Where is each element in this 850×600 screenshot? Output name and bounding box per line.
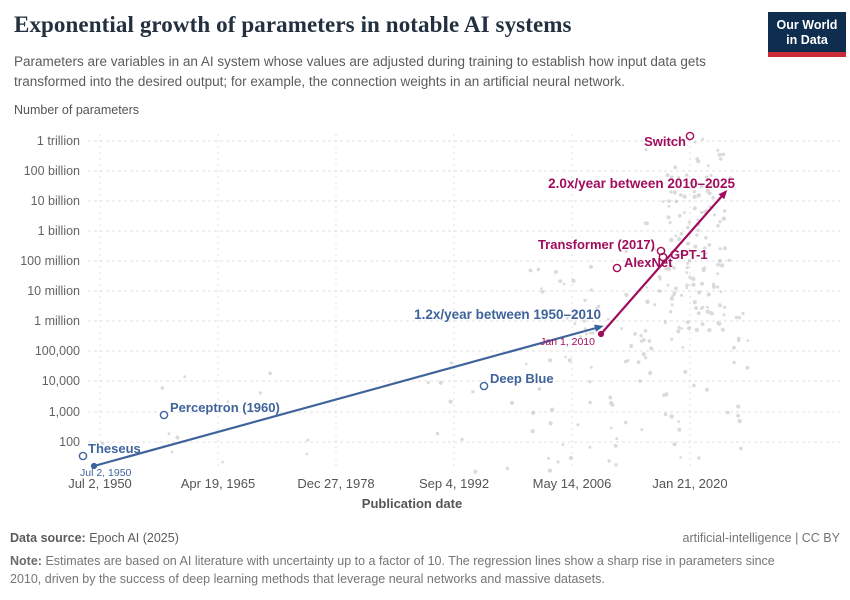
y-tick-label: 100: [59, 435, 80, 449]
note-label: Note:: [10, 554, 42, 568]
note-text: Estimates are based on AI literature wit…: [10, 554, 775, 587]
x-tick-label: Jul 2, 1950: [68, 476, 132, 491]
trend-label: 2.0x/year between 2010–2025: [548, 176, 735, 191]
data-point-ring-icon: [159, 410, 169, 420]
trend-line-blue: 1.2x/year between 1950–2010 Jul 2, 1950: [80, 307, 604, 479]
arrowhead-icon: [718, 189, 728, 200]
x-axis-title: Publication date: [362, 496, 462, 511]
owid-logo-line2: in Data: [786, 32, 828, 47]
y-tick-label: 10 billion: [31, 194, 80, 208]
point-gpt-1[interactable]: GPT-1: [658, 247, 708, 262]
trend-start-annotation: Jul 2, 1950: [80, 467, 132, 479]
y-tick-label: 100,000: [35, 344, 80, 358]
point-perceptron-1960[interactable]: Perceptron (1960): [159, 400, 280, 420]
chart-note: Note: Estimates are based on AI literatu…: [10, 552, 802, 588]
data-source-label: Data source:: [10, 531, 86, 545]
point-label: Transformer (2017): [538, 237, 655, 252]
x-tick-label: Dec 27, 1978: [297, 476, 374, 491]
point-label: Perceptron (1960): [170, 400, 280, 415]
data-point-ring-icon: [479, 381, 489, 391]
scatter-points: [100, 136, 750, 474]
data-point-ring-icon: [658, 252, 668, 262]
x-tick-label: Jan 21, 2020: [652, 476, 727, 491]
data-point-ring-icon: [685, 131, 695, 141]
point-label: AlexNet: [624, 255, 673, 270]
point-deep-blue[interactable]: Deep Blue: [479, 371, 554, 391]
trend-line-red: 2.0x/year between 2010–2025 Jan 1, 2010: [540, 176, 735, 348]
y-tick-label: 1 trillion: [37, 134, 80, 148]
license-badge[interactable]: artificial-intelligence | CC BY: [682, 531, 840, 545]
y-tick-label: 1 billion: [38, 224, 80, 238]
y-axis-title: Number of parameters: [14, 103, 140, 117]
x-tick-label: Apr 19, 1965: [181, 476, 255, 491]
x-tick-label: Sep 4, 1992: [419, 476, 489, 491]
trend-label: 1.2x/year between 1950–2010: [414, 307, 601, 322]
x-tick-label: May 14, 2006: [533, 476, 612, 491]
point-switch[interactable]: Switch: [644, 131, 695, 149]
chart-footer: Data source: Epoch AI (2025) artificial-…: [10, 531, 840, 588]
data-source[interactable]: Data source: Epoch AI (2025): [10, 531, 179, 545]
y-tick-label: 100 million: [20, 254, 80, 268]
point-label: Theseus: [88, 441, 141, 456]
gridlines: 1 trillion 100 billion 10 billion 1 billion…: [20, 134, 840, 491]
owid-logo[interactable]: Our World in Data: [768, 12, 846, 57]
point-label: GPT-1: [670, 247, 708, 262]
trend-start-annotation: Jan 1, 2010: [540, 336, 595, 348]
data-point-ring-icon: [78, 451, 88, 461]
point-label: Deep Blue: [490, 371, 554, 386]
point-alexnet[interactable]: AlexNet: [612, 255, 673, 273]
y-tick-label: 10,000: [42, 374, 80, 388]
data-point-ring-icon: [612, 263, 622, 273]
y-tick-label: 1,000: [49, 405, 80, 419]
y-tick-label: 10 million: [27, 284, 80, 298]
point-transformer-2017[interactable]: Transformer (2017): [538, 237, 666, 256]
arrowhead-icon: [594, 324, 604, 332]
y-tick-label: 100 billion: [24, 164, 80, 178]
point-theseus[interactable]: Theseus: [78, 441, 141, 461]
data-source-value[interactable]: Epoch AI (2025): [89, 531, 179, 545]
y-tick-label: 1 million: [34, 314, 80, 328]
owid-logo-line1: Our World: [776, 18, 838, 32]
page-title: Exponential growth of parameters in nota…: [14, 12, 572, 37]
point-label: Switch: [644, 134, 686, 149]
chart-subtitle: Parameters are variables in an AI system…: [14, 54, 706, 89]
